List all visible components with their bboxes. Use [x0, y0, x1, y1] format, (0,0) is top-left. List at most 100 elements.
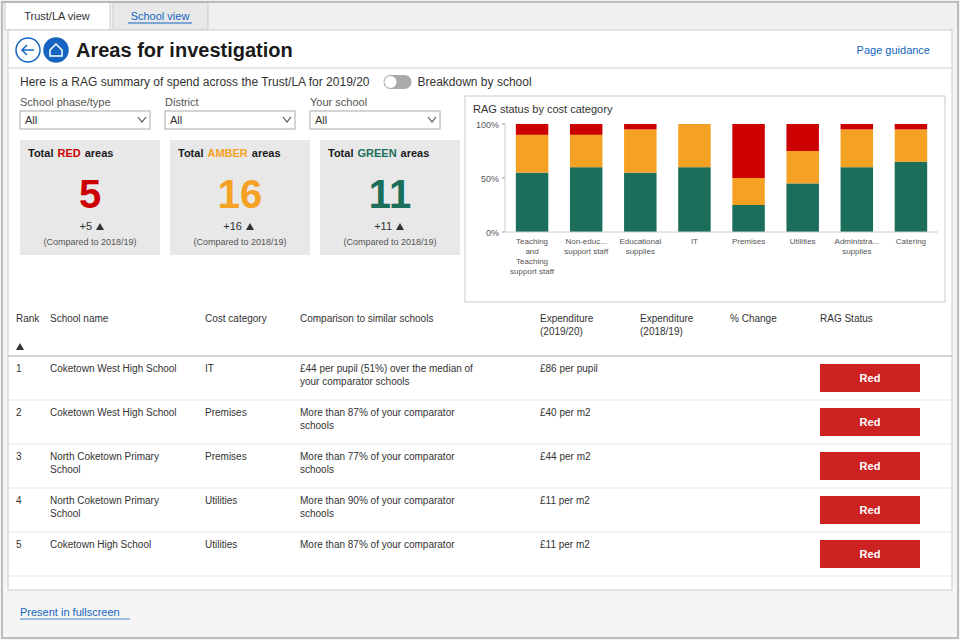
- text-line: North Coketown Primary: [50, 495, 159, 506]
- text-line: schools: [300, 464, 334, 475]
- bar: [516, 124, 548, 135]
- bar: [570, 135, 602, 167]
- text-line: Coketown West High School: [50, 363, 177, 374]
- text-line: Coketown West High School: [50, 407, 177, 418]
- text-line: Trust/LA view: [24, 10, 90, 22]
- table-cell: £11 per m2: [540, 539, 590, 550]
- text-line: Red: [860, 504, 881, 516]
- tab[interactable]: [113, 2, 208, 30]
- row-separator: [8, 488, 952, 489]
- bar: [841, 129, 873, 167]
- bar: [678, 124, 710, 125]
- sort-arrow[interactable]: [16, 343, 24, 350]
- filter-dropdown[interactable]: [310, 111, 440, 129]
- card-title-part: Total: [178, 147, 203, 159]
- text-line: All: [25, 114, 37, 126]
- card-title-part: GREEN: [357, 147, 396, 159]
- text-line: +11: [374, 220, 392, 232]
- status-label: Red: [860, 416, 881, 428]
- text-line: More than 87% of your comparator: [300, 539, 455, 550]
- tab[interactable]: [5, 2, 110, 30]
- text-line: District: [165, 96, 199, 108]
- text-line: 0%: [486, 228, 499, 238]
- x-tick-label: TeachingandTeachingsupport staff: [510, 237, 555, 276]
- summary-card: [170, 140, 310, 255]
- page: Trust/LA view School view Areas for invest…: [0, 0, 960, 640]
- bar: [678, 167, 710, 232]
- text-line: 5: [79, 172, 101, 216]
- text-line: +16: [223, 220, 242, 232]
- text-line: supplies: [626, 247, 655, 256]
- text-line: More than 77% of your comparator: [300, 451, 455, 462]
- card-title-part: RED: [57, 147, 80, 159]
- x-tick-label: Premises: [732, 237, 765, 246]
- summary-card: [320, 140, 460, 255]
- bar: [895, 124, 927, 129]
- chart-title: RAG status by cost category: [473, 103, 613, 115]
- text-line: and: [525, 247, 538, 256]
- text-line: Cost category: [205, 313, 267, 324]
- bar: [841, 167, 873, 232]
- row-separator: [8, 532, 952, 533]
- text-line: Premises: [205, 407, 247, 418]
- card-title: TotalREDareas: [28, 147, 113, 159]
- background: [0, 0, 960, 640]
- text-line: 1: [16, 363, 22, 374]
- card-change: +11: [374, 220, 392, 232]
- text-line: Premises: [205, 451, 247, 462]
- back-button[interactable]: [16, 38, 40, 62]
- tab-label[interactable]: Trust/LA view: [24, 10, 90, 22]
- x-tick-label: Educationalsupplies: [619, 237, 661, 256]
- text-line: % Change: [730, 313, 777, 324]
- text-line: 11: [369, 172, 411, 216]
- text-line: Red: [860, 460, 881, 472]
- text-line: Red: [860, 372, 881, 384]
- tab-label[interactable]: School view: [131, 10, 190, 22]
- text-line: Utilities: [790, 237, 816, 246]
- text-line: School view: [131, 10, 190, 22]
- toggle-label: Breakdown by school: [418, 75, 532, 89]
- text-line: Utilities: [205, 495, 237, 506]
- card-title-part: areas: [85, 147, 114, 159]
- bar: [732, 205, 764, 232]
- text-line: Page guidance: [857, 44, 930, 56]
- text-line: Utilities: [205, 539, 237, 550]
- text-line: 2: [16, 407, 22, 418]
- bar: [516, 135, 548, 173]
- bar: [732, 178, 764, 205]
- text-line: 16: [218, 172, 263, 216]
- y-tick-label: 0%: [486, 228, 499, 238]
- text-line: Here is a RAG summary of spend across th…: [20, 75, 370, 89]
- row-separator: [8, 400, 952, 401]
- home-button[interactable]: [44, 38, 68, 62]
- table-cell: Coketown West High School: [50, 407, 177, 418]
- dropdown-chevron: [428, 117, 436, 122]
- page-title: Areas for investigation: [76, 39, 293, 61]
- text-line: 50%: [481, 174, 499, 184]
- text-line: £86 per pupil: [540, 363, 598, 374]
- table-cell: More than 87% of your comparator: [300, 539, 455, 550]
- filter-dropdown[interactable]: [165, 111, 295, 129]
- filter-dropdown[interactable]: [20, 111, 150, 129]
- bar: [732, 124, 764, 178]
- dropdown-chevron: [138, 117, 146, 122]
- toggle-switch[interactable]: [384, 75, 412, 89]
- text-line: 5: [16, 539, 22, 550]
- dropdown-chevron: [283, 117, 291, 122]
- bar: [624, 124, 656, 129]
- status-badge: [820, 364, 920, 392]
- card-comparison: (Compared to 2018/19): [43, 237, 136, 247]
- bar: [895, 129, 927, 161]
- text-line: support staff: [564, 247, 609, 256]
- bar: [570, 124, 602, 135]
- fullscreen-link[interactable]: Present in fullscreen: [20, 606, 120, 618]
- table-cell: Coketown High School: [50, 539, 151, 550]
- bar: [678, 124, 710, 167]
- text-line: Educational: [619, 237, 661, 246]
- outer-border: [2, 2, 958, 638]
- table-cell: North Coketown PrimarySchool: [50, 495, 159, 519]
- status-label: Red: [860, 548, 881, 560]
- x-tick-label: Catering: [896, 237, 926, 246]
- page-guidance-link[interactable]: Page guidance: [857, 44, 930, 56]
- status-label: Red: [860, 372, 881, 384]
